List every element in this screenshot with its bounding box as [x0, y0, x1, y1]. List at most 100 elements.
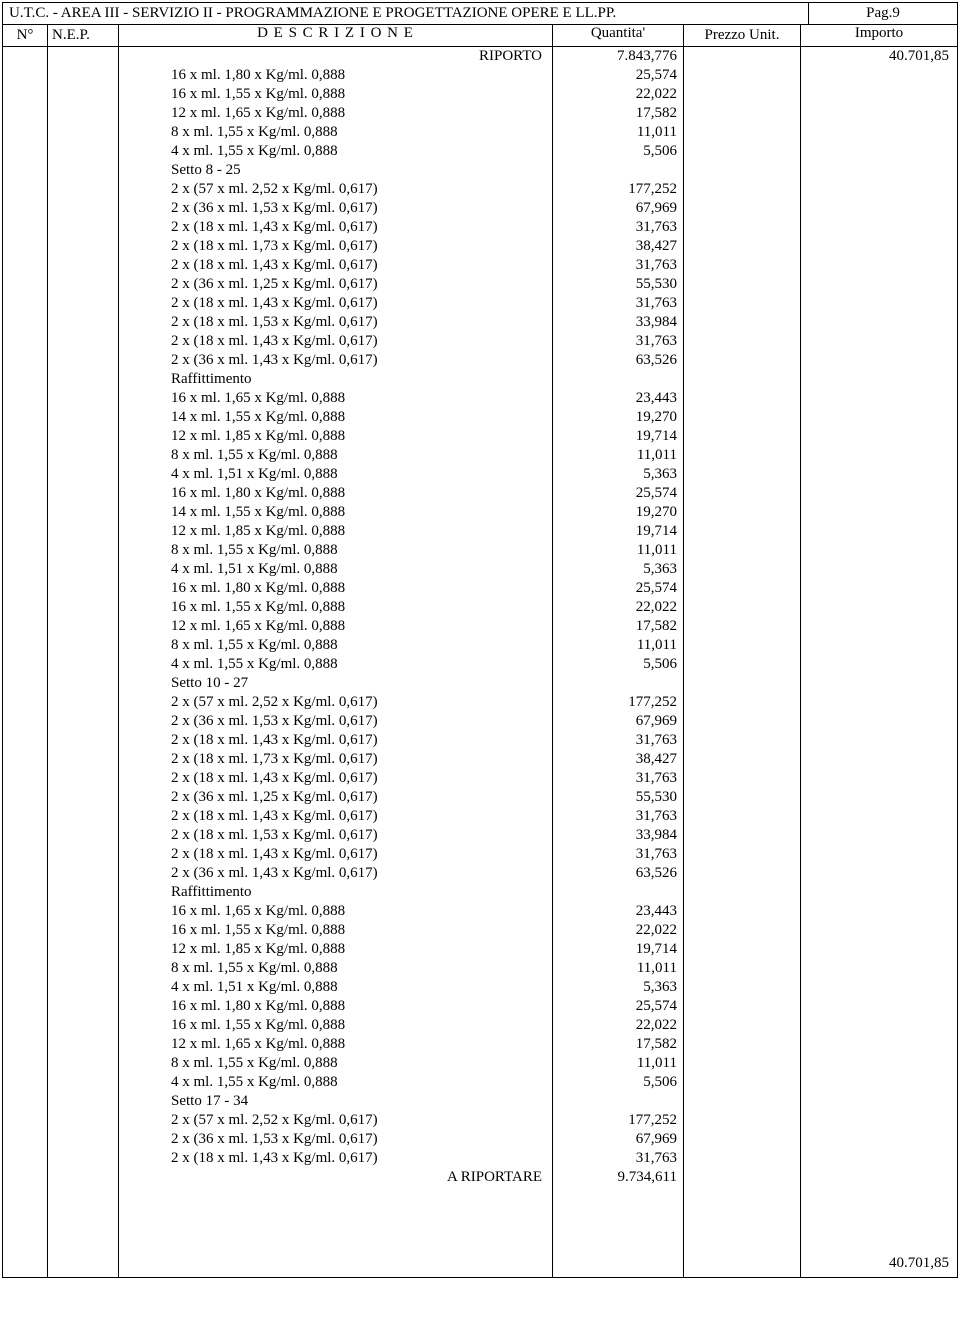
desc-line: 2 x (36 x ml. 1,53 x Kg/ml. 0,617) — [125, 1130, 546, 1149]
qty-line: 5,363 — [559, 978, 677, 997]
desc-line: 2 x (36 x ml. 1,25 x Kg/ml. 0,617) — [125, 788, 546, 807]
qty-line: 22,022 — [559, 598, 677, 617]
desc-line: 2 x (36 x ml. 1,43 x Kg/ml. 0,617) — [125, 864, 546, 883]
desc-line: 4 x ml. 1,55 x Kg/ml. 0,888 — [125, 655, 546, 674]
col-header-desc: D E S C R I Z I O N E — [119, 25, 553, 46]
desc-line: 4 x ml. 1,51 x Kg/ml. 0,888 — [125, 560, 546, 579]
qty-line — [559, 1092, 677, 1111]
table-frame: U.T.C. - AREA III - SERVIZIO II - PROGRA… — [2, 2, 958, 1278]
desc-line: 16 x ml. 1,65 x Kg/ml. 0,888 — [125, 389, 546, 408]
col-header-n: N° — [3, 25, 48, 46]
qty-line: 38,427 — [559, 237, 677, 256]
qty-line: 31,763 — [559, 256, 677, 275]
qty-line: 23,443 — [559, 902, 677, 921]
qty-line: 5,506 — [559, 1073, 677, 1092]
desc-line: 12 x ml. 1,65 x Kg/ml. 0,888 — [125, 617, 546, 636]
qty-line: 23,443 — [559, 389, 677, 408]
qty-line: 11,011 — [559, 959, 677, 978]
desc-line: 12 x ml. 1,65 x Kg/ml. 0,888 — [125, 104, 546, 123]
qty-line: 19,714 — [559, 522, 677, 541]
qty-line: 55,530 — [559, 788, 677, 807]
qty-line: 31,763 — [559, 294, 677, 313]
desc-line: 2 x (18 x ml. 1,43 x Kg/ml. 0,617) — [125, 769, 546, 788]
qty-line: 63,526 — [559, 864, 677, 883]
desc-line: 14 x ml. 1,55 x Kg/ml. 0,888 — [125, 408, 546, 427]
desc-line: 16 x ml. 1,80 x Kg/ml. 0,888 — [125, 484, 546, 503]
qty-line: 11,011 — [559, 636, 677, 655]
qty-line: 177,252 — [559, 180, 677, 199]
desc-line: 2 x (18 x ml. 1,73 x Kg/ml. 0,617) — [125, 237, 546, 256]
qty-line: 22,022 — [559, 921, 677, 940]
riporto-imp: 40.701,85 — [809, 47, 949, 66]
desc-line: 8 x ml. 1,55 x Kg/ml. 0,888 — [125, 959, 546, 978]
qty-line: 31,763 — [559, 218, 677, 237]
qty-lines: 25,57422,02217,58211,0115,506177,25267,9… — [559, 66, 677, 1168]
qty-line: 33,984 — [559, 313, 677, 332]
desc-lines: 16 x ml. 1,80 x Kg/ml. 0,88816 x ml. 1,5… — [125, 66, 546, 1168]
qty-line: 25,574 — [559, 66, 677, 85]
col-n — [3, 47, 48, 1277]
desc-line: 2 x (18 x ml. 1,43 x Kg/ml. 0,617) — [125, 218, 546, 237]
qty-line: 11,011 — [559, 123, 677, 142]
desc-line: 12 x ml. 1,65 x Kg/ml. 0,888 — [125, 1035, 546, 1054]
desc-line: 14 x ml. 1,55 x Kg/ml. 0,888 — [125, 503, 546, 522]
riporto-qty: 7.843,776 — [559, 47, 677, 66]
qty-line — [559, 674, 677, 693]
riporto-label: RIPORTO — [125, 47, 546, 66]
desc-line: 4 x ml. 1,55 x Kg/ml. 0,888 — [125, 1073, 546, 1092]
qty-line: 5,363 — [559, 465, 677, 484]
qty-line: 31,763 — [559, 731, 677, 750]
doc-title: U.T.C. - AREA III - SERVIZIO II - PROGRA… — [3, 3, 809, 24]
desc-line: Setto 8 - 25 — [125, 161, 546, 180]
desc-line: 2 x (18 x ml. 1,53 x Kg/ml. 0,617) — [125, 826, 546, 845]
desc-line: 2 x (18 x ml. 1,43 x Kg/ml. 0,617) — [125, 731, 546, 750]
qty-line: 19,714 — [559, 427, 677, 446]
desc-line: 2 x (57 x ml. 2,52 x Kg/ml. 0,617) — [125, 180, 546, 199]
qty-line: 19,714 — [559, 940, 677, 959]
desc-line: Setto 17 - 34 — [125, 1092, 546, 1111]
qty-line: 67,969 — [559, 199, 677, 218]
ariportare-qty: 9.734,611 — [559, 1168, 677, 1187]
desc-line: 2 x (57 x ml. 2,52 x Kg/ml. 0,617) — [125, 693, 546, 712]
desc-line: 2 x (36 x ml. 1,53 x Kg/ml. 0,617) — [125, 199, 546, 218]
qty-line: 33,984 — [559, 826, 677, 845]
qty-line: 31,763 — [559, 332, 677, 351]
desc-line: 2 x (18 x ml. 1,53 x Kg/ml. 0,617) — [125, 313, 546, 332]
desc-line: 4 x ml. 1,55 x Kg/ml. 0,888 — [125, 142, 546, 161]
desc-line: 8 x ml. 1,55 x Kg/ml. 0,888 — [125, 636, 546, 655]
qty-line: 63,526 — [559, 351, 677, 370]
desc-line: 2 x (18 x ml. 1,43 x Kg/ml. 0,617) — [125, 1149, 546, 1168]
qty-line — [559, 370, 677, 389]
desc-line: 2 x (18 x ml. 1,43 x Kg/ml. 0,617) — [125, 807, 546, 826]
desc-line: 2 x (18 x ml. 1,43 x Kg/ml. 0,617) — [125, 256, 546, 275]
ariportare-imp: 40.701,85 — [809, 1254, 949, 1273]
desc-line: 16 x ml. 1,80 x Kg/ml. 0,888 — [125, 66, 546, 85]
col-header-imp: Importo — [801, 25, 957, 46]
desc-line: 2 x (18 x ml. 1,43 x Kg/ml. 0,617) — [125, 294, 546, 313]
desc-line: 4 x ml. 1,51 x Kg/ml. 0,888 — [125, 978, 546, 997]
qty-line: 67,969 — [559, 1130, 677, 1149]
col-header-nep: N.E.P. — [48, 25, 119, 46]
qty-line: 55,530 — [559, 275, 677, 294]
column-header-row: N° N.E.P. D E S C R I Z I O N E Quantita… — [3, 25, 957, 47]
title-row: U.T.C. - AREA III - SERVIZIO II - PROGRA… — [3, 3, 957, 25]
desc-line: 4 x ml. 1,51 x Kg/ml. 0,888 — [125, 465, 546, 484]
qty-line: 31,763 — [559, 845, 677, 864]
desc-line: 2 x (18 x ml. 1,43 x Kg/ml. 0,617) — [125, 332, 546, 351]
qty-line: 11,011 — [559, 446, 677, 465]
qty-line: 22,022 — [559, 1016, 677, 1035]
desc-line: 2 x (57 x ml. 2,52 x Kg/ml. 0,617) — [125, 1111, 546, 1130]
desc-line: 16 x ml. 1,55 x Kg/ml. 0,888 — [125, 598, 546, 617]
col-header-qty: Quantita' — [553, 25, 684, 46]
desc-line: 2 x (36 x ml. 1,25 x Kg/ml. 0,617) — [125, 275, 546, 294]
col-imp: 40.701,85 40.701,85 — [801, 47, 957, 1277]
qty-line: 31,763 — [559, 769, 677, 788]
qty-line: 25,574 — [559, 997, 677, 1016]
qty-line: 31,763 — [559, 1149, 677, 1168]
qty-line: 22,022 — [559, 85, 677, 104]
desc-line: 12 x ml. 1,85 x Kg/ml. 0,888 — [125, 522, 546, 541]
qty-line: 31,763 — [559, 807, 677, 826]
qty-line: 19,270 — [559, 503, 677, 522]
qty-line: 5,363 — [559, 560, 677, 579]
desc-line: 16 x ml. 1,80 x Kg/ml. 0,888 — [125, 579, 546, 598]
